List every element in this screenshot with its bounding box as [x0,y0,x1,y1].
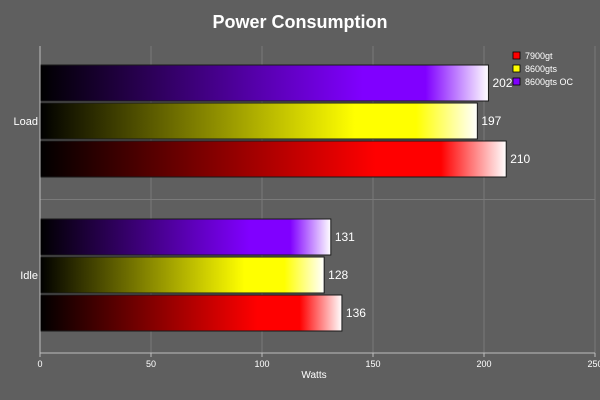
bar-value-label: 197 [481,114,501,128]
bar-value-label: 128 [328,268,348,282]
bars: 202 197 210 131 128 136 [39,64,531,332]
legend-label: 7900gt [525,51,553,61]
bar-load-8600gts-oc [39,64,489,102]
bar-idle-8600gts [39,256,325,294]
bar-value-label: 210 [510,152,530,166]
bar-load-8600gts [39,102,478,140]
bar-idle-8600gts-oc [39,218,332,256]
bar-value-label: 136 [346,306,366,320]
category-label-idle: Idle [20,270,38,282]
category-label-load: Load [14,116,38,128]
bar-value-label: 202 [492,76,512,90]
bar-idle-7900gt [39,294,343,332]
x-tick-label: 200 [476,359,491,369]
x-tick-label: 250 [587,359,600,369]
legend-swatch [512,77,521,86]
x-tick-label: 150 [365,359,380,369]
x-tick-label: 50 [146,359,156,369]
legend: 7900gt 8600gts 8600gts OC [512,51,574,87]
axes: 0 50 100 150 200 250 Load Idle [14,46,600,369]
chart-title: Power Consumption [213,12,388,32]
x-tick-label: 100 [254,359,269,369]
legend-label: 8600gts OC [525,77,574,87]
legend-label: 8600gts [525,64,558,74]
legend-swatch [512,51,521,60]
legend-swatch [512,64,521,73]
x-tick-label: 0 [37,359,42,369]
bar-value-label: 131 [335,230,355,244]
x-axis-title: Watts [301,370,326,381]
bar-load-7900gt [39,140,507,178]
